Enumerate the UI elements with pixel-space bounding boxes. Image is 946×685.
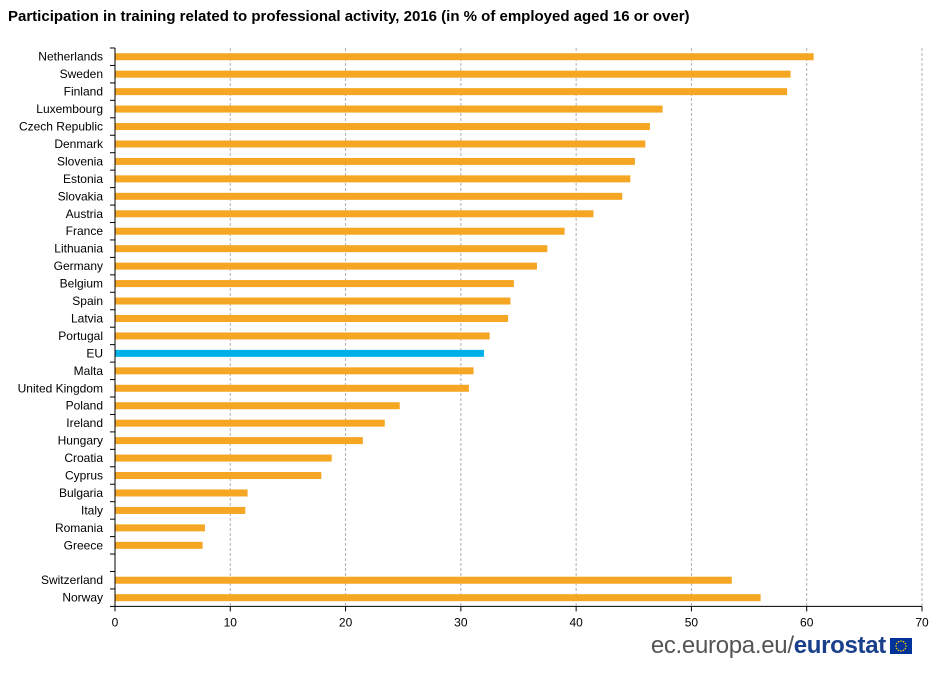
x-tick-label: 0 <box>112 615 119 629</box>
bar-finland <box>115 88 788 96</box>
category-label: Croatia <box>64 451 103 465</box>
category-label: Hungary <box>58 434 103 448</box>
flag-star <box>900 650 902 652</box>
flag-star <box>895 647 898 650</box>
category-label: Italy <box>81 503 103 517</box>
category-label: Norway <box>62 591 103 605</box>
category-label: Czech Republic <box>19 120 103 134</box>
bar-eu <box>115 349 484 357</box>
bar-italy <box>115 506 246 514</box>
chart-title: Participation in training related to pro… <box>8 8 690 25</box>
bar-poland <box>115 402 400 410</box>
flag-star <box>897 649 900 652</box>
bar-ireland <box>115 419 385 427</box>
x-tick-label: 50 <box>685 615 699 629</box>
eurostat-brand: eurostat <box>793 632 887 659</box>
bar-slovakia <box>115 192 623 200</box>
flag-star <box>902 649 905 652</box>
flag-star <box>897 640 900 643</box>
category-label: Bulgaria <box>59 486 103 500</box>
category-label: Slovenia <box>57 154 103 168</box>
flag-star <box>905 645 907 647</box>
x-tick-label: 20 <box>339 615 353 629</box>
x-tick-label: 10 <box>224 615 238 629</box>
bars <box>115 53 814 602</box>
category-label: Germany <box>54 259 103 273</box>
bar-greece <box>115 541 203 549</box>
bar-cyprus <box>115 472 322 480</box>
flag-star <box>904 642 907 645</box>
category-label: Spain <box>72 294 103 308</box>
x-tick-label: 30 <box>454 615 468 629</box>
category-label: Romania <box>55 521 103 535</box>
bar-slovenia <box>115 157 635 165</box>
flag-star <box>900 640 902 642</box>
bar-czech-republic <box>115 123 650 131</box>
bar-hungary <box>115 437 363 445</box>
category-label: Finland <box>64 85 103 99</box>
category-label: Switzerland <box>41 573 103 587</box>
bar-norway <box>115 594 761 602</box>
category-label: Denmark <box>54 137 104 151</box>
category-labels: Netherlands Sweden Finland Luxembourg Czech … <box>18 50 104 605</box>
category-label: Netherlands <box>38 50 103 64</box>
bar-belgium <box>115 280 514 288</box>
bar-france <box>115 227 565 235</box>
category-label: Latvia <box>71 311 103 325</box>
bar-united-kingdom <box>115 384 469 392</box>
bar-estonia <box>115 175 631 183</box>
category-label: Luxembourg <box>36 102 103 116</box>
flag-star <box>895 645 897 647</box>
bar-denmark <box>115 140 646 148</box>
category-label: Ireland <box>66 416 103 430</box>
flag-background <box>890 638 912 654</box>
category-label: Malta <box>74 364 104 378</box>
x-tick-label: 60 <box>800 615 814 629</box>
category-label: Estonia <box>63 172 103 186</box>
bar-luxembourg <box>115 105 663 113</box>
category-label: Slovakia <box>58 189 104 203</box>
bar-sweden <box>115 70 791 78</box>
category-label: Lithuania <box>54 242 103 256</box>
axes <box>110 47 923 612</box>
flag-star <box>895 642 898 645</box>
category-label: Greece <box>64 538 104 552</box>
category-label: Belgium <box>60 277 103 291</box>
category-label: United Kingdom <box>18 381 103 395</box>
category-label: EU <box>86 346 103 360</box>
bar-austria <box>115 210 594 218</box>
bar-croatia <box>115 454 332 462</box>
category-label: France <box>66 224 104 238</box>
category-label: Portugal <box>58 329 103 343</box>
bar-portugal <box>115 332 490 340</box>
bar-lithuania <box>115 245 548 253</box>
category-label: Poland <box>66 399 103 413</box>
gridlines <box>229 48 923 607</box>
bar-romania <box>115 524 205 532</box>
flag-star <box>904 647 907 650</box>
category-label: Austria <box>66 207 104 221</box>
flag-star <box>902 640 905 643</box>
x-tick-labels: 0 10 20 30 40 50 60 70 <box>112 615 929 629</box>
bar-spain <box>115 297 511 305</box>
x-tick-label: 70 <box>915 615 929 629</box>
bar-germany <box>115 262 537 270</box>
source-url[interactable]: ec.europa.eu/ <box>650 632 794 659</box>
category-label: Cyprus <box>65 469 103 483</box>
bar-bulgaria <box>115 489 248 497</box>
bar-netherlands <box>115 53 814 61</box>
x-tick-label: 40 <box>569 615 583 629</box>
bar-malta <box>115 367 474 375</box>
bar-latvia <box>115 314 509 322</box>
category-label: Sweden <box>60 67 103 81</box>
source-footer: ec.europa.eu/eurostat <box>651 630 912 662</box>
eu-flag-icon <box>890 638 912 654</box>
bar-switzerland <box>115 576 732 584</box>
